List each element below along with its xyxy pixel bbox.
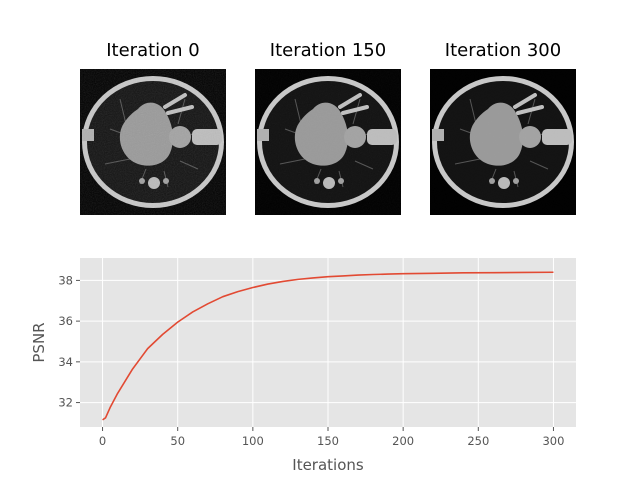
x-tick-label: 300	[542, 434, 564, 448]
x-tick-label: 150	[317, 434, 339, 448]
ct-panel-title: Iteration 300	[444, 40, 562, 61]
vessel-dot	[489, 178, 495, 184]
ct-scan-image	[80, 69, 226, 215]
spine-shape	[498, 177, 510, 189]
y-tick-label: 34	[58, 355, 73, 369]
x-tick-label: 250	[467, 434, 489, 448]
airway-shape	[513, 93, 544, 115]
psnr-series-line	[102, 271, 554, 421]
x-tick-label: 100	[242, 434, 264, 448]
scan-noise	[80, 69, 226, 215]
ct-panel-title: Iteration 150	[269, 40, 387, 61]
y-axis-label: PSNR	[30, 322, 48, 362]
heart-shape	[469, 102, 523, 166]
x-tick-label: 50	[170, 434, 185, 448]
ct-panel-title: Iteration 0	[106, 40, 200, 61]
rib-bone	[542, 129, 572, 145]
x-tick-label: 200	[392, 434, 414, 448]
y-tick-label: 36	[58, 314, 73, 328]
ct-scan-image	[255, 69, 401, 215]
x-tick-label: 0	[99, 434, 106, 448]
y-tick-label: 32	[58, 396, 73, 410]
side-bone	[432, 129, 444, 141]
scan-noise	[255, 69, 401, 215]
y-tick-label: 38	[58, 273, 73, 287]
aorta-shape	[519, 126, 541, 148]
x-axis-label: Iterations	[292, 456, 364, 474]
ct-scan-image	[430, 69, 576, 215]
vessel-dot	[513, 178, 519, 184]
